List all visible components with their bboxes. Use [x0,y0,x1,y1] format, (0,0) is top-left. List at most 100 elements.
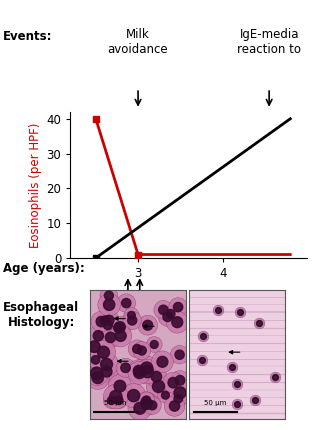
Point [99,318,104,325]
Point [161,307,166,313]
Text: 4: 4 [219,267,226,280]
Text: IgE-media
reaction to: IgE-media reaction to [237,28,301,56]
Point [171,379,176,386]
Point [123,364,128,371]
Point [252,396,257,403]
Point [101,349,106,356]
Point [117,324,123,331]
Point [178,389,183,396]
Point [171,379,176,386]
Point [135,345,140,352]
Point [160,358,165,365]
Y-axis label: Eosinophils (per HPF): Eosinophils (per HPF) [29,122,42,248]
Point [139,347,144,354]
Point [99,318,104,325]
Point [234,400,239,407]
Point [104,361,109,368]
Point [136,368,141,375]
Point [165,313,170,320]
Point [200,333,205,340]
Point [113,393,118,400]
Point [104,368,109,375]
Point [135,345,140,352]
Point [116,324,121,331]
Point [177,377,182,384]
Point [137,369,142,376]
Point [177,351,182,358]
Point [136,368,141,375]
Point [124,300,129,307]
Point [229,364,234,371]
Point [150,402,155,409]
Text: Esophageal
Histology:: Esophageal Histology: [3,301,79,329]
Point [117,324,123,331]
Point [105,322,110,329]
Point [137,405,142,412]
Text: 3: 3 [134,267,142,280]
Point [137,369,142,376]
Point [144,400,149,407]
Point [107,301,112,308]
Point [96,332,101,339]
Point [143,398,148,405]
Point [163,392,168,399]
Point [92,343,97,350]
Point [143,398,148,405]
Text: 50 μm: 50 μm [104,400,127,406]
Point [177,377,182,384]
Point [145,368,150,375]
Point [176,304,181,310]
Point [116,397,121,404]
Point [163,392,168,399]
Point [117,383,123,390]
Point [154,373,159,380]
Point [95,375,100,381]
Point [117,383,123,390]
Point [144,400,149,407]
Point [144,365,149,372]
Point [109,397,114,404]
Text: Milk
avoidance: Milk avoidance [108,28,168,56]
Point [144,365,149,372]
Point [137,405,142,412]
Point [234,400,239,407]
Point [92,343,97,350]
Point [175,319,180,326]
Point [131,392,136,399]
Point [107,317,112,324]
Point [129,312,134,319]
Point [105,322,110,329]
Text: Age (years):: Age (years): [3,262,85,275]
Point [102,317,108,324]
Point [273,373,278,380]
Point [237,309,243,316]
Point [145,322,150,329]
Point [93,356,98,363]
Point [178,389,183,396]
Point [234,381,239,388]
Point [200,333,205,340]
Point [252,396,257,403]
Point [145,368,150,375]
Point [145,322,150,329]
Point [165,313,170,320]
Point [150,402,155,409]
Point [130,317,135,324]
Point [94,370,99,377]
Point [152,341,157,348]
Point [273,373,278,380]
Point [200,356,205,363]
Point [93,356,98,363]
Point [116,324,121,331]
Point [156,383,161,390]
Point [131,392,136,399]
Point [123,364,128,371]
Point [176,304,181,310]
Point [160,358,165,365]
Point [101,349,106,356]
Point [176,395,181,402]
Point [116,397,121,404]
Point [237,309,243,316]
Point [172,402,177,409]
Point [177,351,182,358]
